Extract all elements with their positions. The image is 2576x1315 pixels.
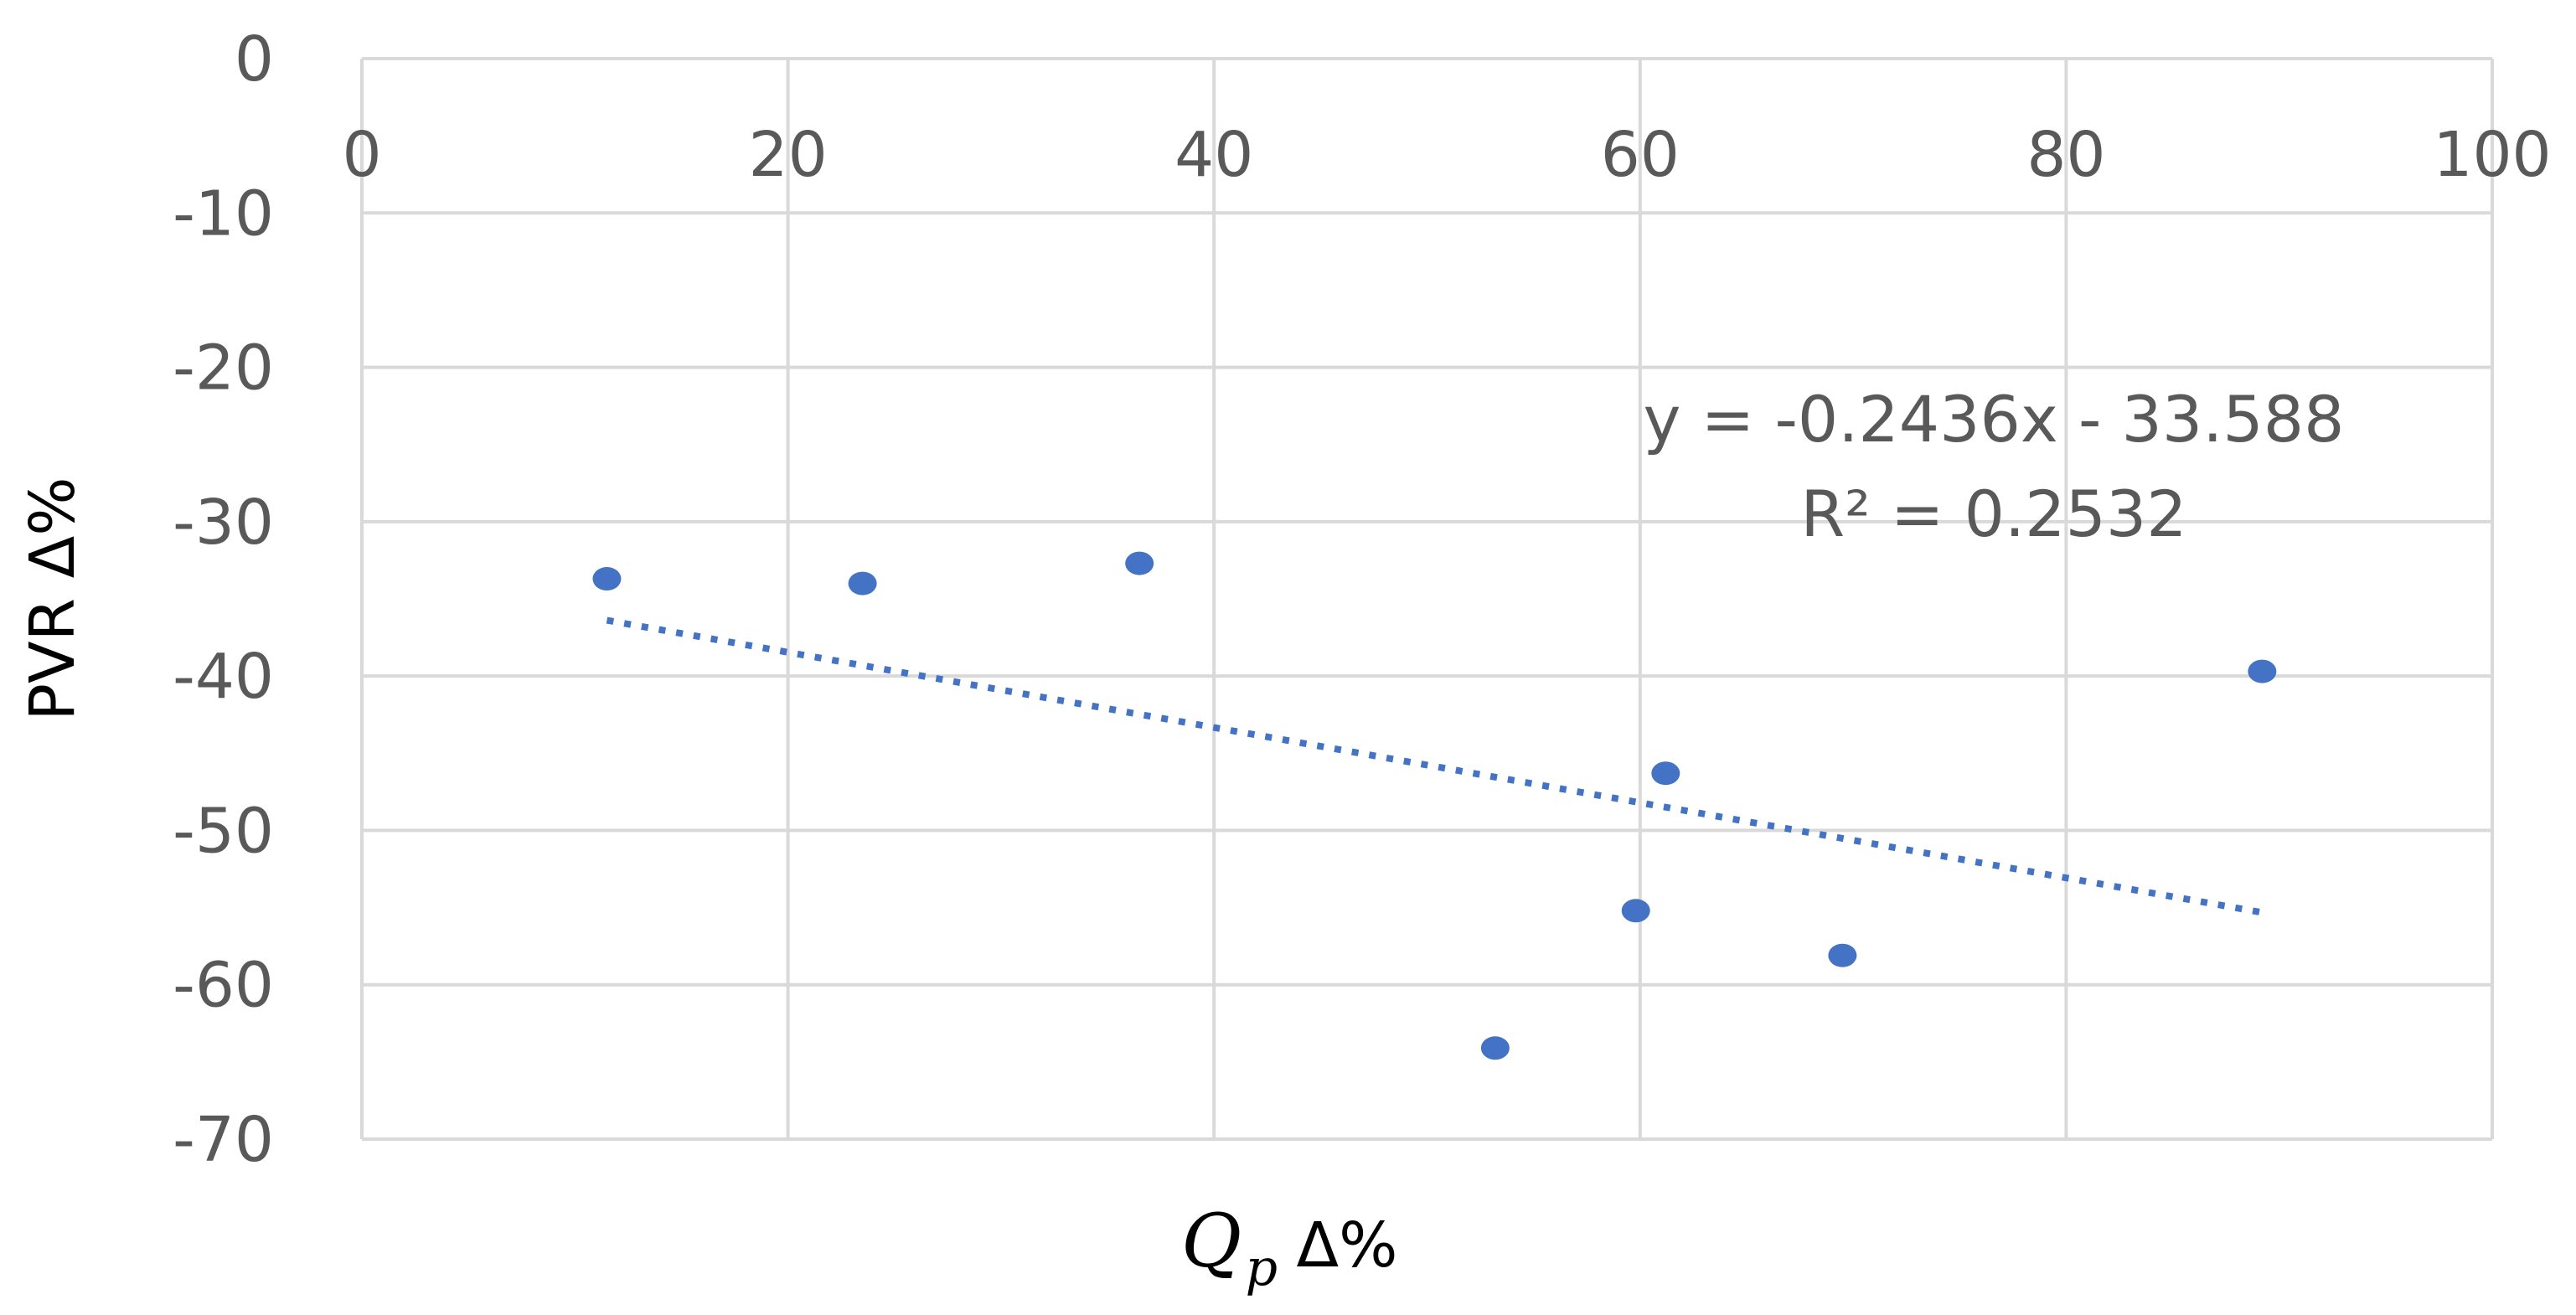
x-tick-label-5: 100	[2433, 119, 2551, 191]
y-tick-label-3: -30	[173, 487, 274, 559]
x-tick-label-2: 40	[1174, 119, 1253, 191]
y-axis-label: PVR Δ%	[17, 477, 89, 720]
data-point-4	[1621, 899, 1650, 923]
data-point-7	[2248, 659, 2277, 683]
x-axis-label-suffix: Δ%	[1296, 1209, 1397, 1281]
trendline-equation: y = -0.2436x - 33.588	[1644, 382, 2345, 456]
x-tick-label-0: 0	[342, 119, 381, 191]
data-point-0	[592, 567, 622, 591]
trendline-r-squared: R² = 0.2532	[1800, 477, 2186, 551]
x-tick-labels: 0 20 40 60 80 100	[342, 119, 2551, 191]
y-tick-label-7: -70	[173, 1104, 274, 1176]
x-axis-label-subscript: p	[1246, 1239, 1278, 1297]
y-tick-label-1: -10	[173, 178, 274, 250]
data-points	[592, 551, 2277, 1060]
y-tick-label-2: -20	[173, 333, 274, 405]
trendline	[606, 616, 2264, 916]
y-tick-label-0: 0	[235, 23, 274, 95]
data-point-6	[1828, 943, 1857, 967]
data-point-1	[848, 571, 877, 596]
x-tick-label-4: 80	[2026, 119, 2105, 191]
x-axis-label: Q p Δ%	[1181, 1198, 1397, 1297]
y-tick-label-6: -60	[173, 950, 274, 1022]
x-tick-label-3: 60	[1601, 119, 1680, 191]
y-tick-labels: 0 -10 -20 -30 -40 -50 -60 -70	[173, 23, 274, 1176]
y-tick-label-4: -40	[173, 641, 274, 713]
trendline-group	[606, 616, 2264, 916]
x-axis-label-symbol: Q	[1181, 1198, 1242, 1284]
y-tick-label-5: -50	[173, 795, 274, 867]
data-point-2	[1125, 551, 1154, 575]
x-tick-label-1: 20	[749, 119, 828, 191]
data-point-5	[1651, 761, 1680, 786]
data-point-3	[1480, 1036, 1510, 1060]
grid-lines	[360, 57, 2494, 1141]
